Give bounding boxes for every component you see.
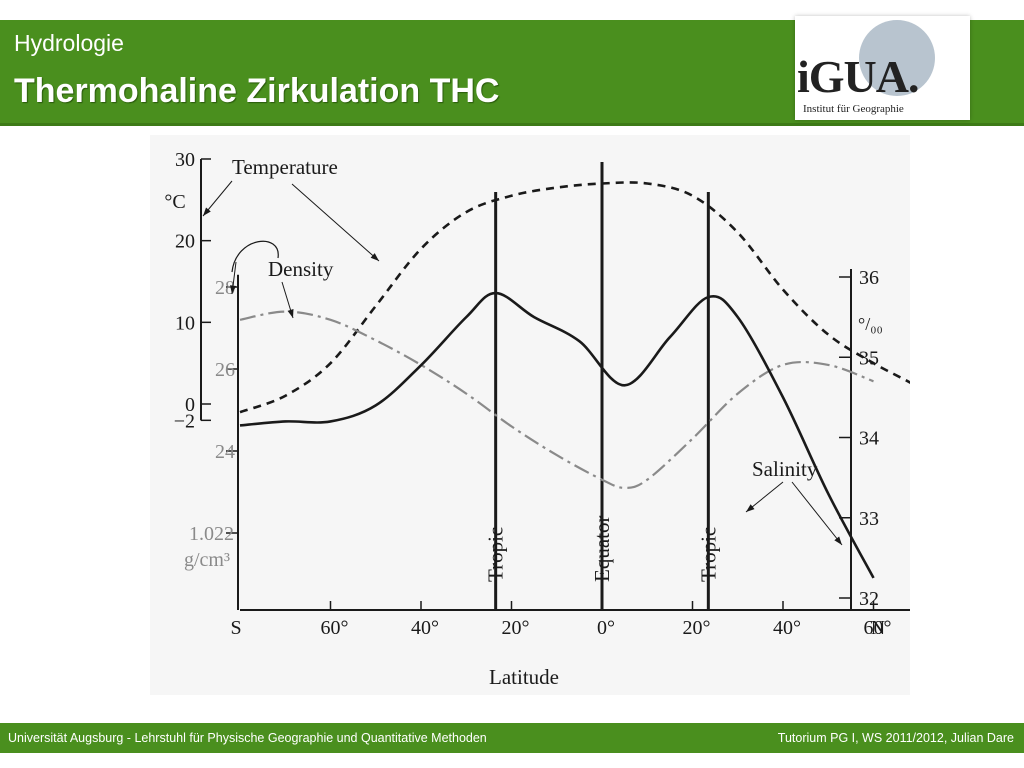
- x-tick-label: 20°: [683, 617, 711, 639]
- header-bar: Hydrologie Thermohaline Zirkulation THC …: [0, 16, 1024, 126]
- thc-chart: S60°40°20°0°20°40°60°80°NLatitude3020100…: [164, 149, 982, 689]
- temperature-unit-label: °C: [164, 191, 185, 213]
- annotation-density: Density: [268, 257, 334, 281]
- x-tick-label: 0°: [597, 617, 615, 639]
- temperature-tick-label: 10: [175, 312, 195, 334]
- temperature-tick-label: 20: [175, 231, 195, 253]
- logo-tagline: Institut für Geographie: [803, 103, 904, 115]
- temperature-tick-label: 30: [175, 149, 195, 171]
- x-tick-label: 60°: [864, 617, 892, 639]
- annotation-temperature: Temperature: [232, 155, 338, 179]
- x-tick-label: 40°: [773, 617, 801, 639]
- series-density-line: [239, 310, 874, 490]
- salinity-tick-label: 35: [859, 347, 879, 369]
- density-tick-label: 24: [215, 441, 235, 463]
- series-temperature-line: [239, 181, 943, 414]
- annotation-temperature-arrow-head: [370, 253, 379, 261]
- reference-lines: Tropic Equator Tropic: [484, 162, 720, 610]
- reference-line-label: Tropic: [696, 527, 720, 582]
- x-tick-label: S: [230, 617, 241, 639]
- series-salinity-line: [239, 291, 875, 579]
- page-subtitle: Hydrologie: [14, 30, 124, 56]
- salinity-tick-label: 36: [859, 267, 879, 289]
- annotation-salinity: Salinity: [752, 457, 818, 481]
- axes-layer: S60°40°20°0°20°40°60°80°NLatitude3020100…: [164, 149, 982, 689]
- x-tick-label: 20°: [502, 617, 530, 639]
- x-tick-label: 60°: [321, 617, 349, 639]
- density-tick-label: 28: [215, 277, 235, 299]
- page-title: Thermohaline Zirkulation THC: [14, 72, 500, 110]
- annotation-density-arrow-head: [229, 285, 237, 294]
- footer-course: Tutorium PG I, WS 2011/2012, Julian Dare: [777, 731, 1014, 745]
- annotation-salinity-arrow-head: [746, 504, 755, 512]
- logo-circle-icon: [859, 20, 935, 96]
- footer-bar: Universität Augsburg - Lehrstuhl für Phy…: [0, 723, 1024, 753]
- salinity-tick-label: 34: [859, 428, 879, 450]
- logo-brand: iGUA.: [797, 51, 919, 102]
- igua-logo: iGUA. Institut für Geographie: [795, 16, 970, 120]
- salinity-unit-label: °/₀₀: [858, 314, 883, 334]
- density-tick-label: 26: [215, 359, 235, 381]
- salinity-tick-label: 32: [859, 588, 879, 610]
- annotation-temperature-arrow: [291, 183, 380, 262]
- x-tick-label: 40°: [411, 617, 439, 639]
- footer-institution: Universität Augsburg - Lehrstuhl für Phy…: [8, 731, 487, 745]
- series-layer: [239, 181, 943, 579]
- annotation-density-arrow-head: [287, 309, 294, 318]
- reference-line-label: Equator: [590, 516, 614, 582]
- x-axis-label: Latitude: [489, 665, 559, 689]
- chart-area: S60°40°20°0°20°40°60°80°NLatitude3020100…: [150, 135, 982, 695]
- density-unit-label: 1.022: [189, 523, 234, 545]
- salinity-tick-label: 33: [859, 508, 879, 530]
- temperature-tick-label: 0: [185, 394, 195, 416]
- density-unit-label: g/cm³: [184, 549, 230, 571]
- label-layer: Temperature Density Salinity: [202, 155, 843, 546]
- annotation-density-curve: [231, 240, 279, 273]
- temperature-tick-label: −2: [174, 410, 195, 432]
- annotation-temperature-arrow-head: [203, 207, 211, 216]
- x-tick-label: N: [871, 617, 885, 639]
- reference-line-label: Tropic: [484, 527, 508, 582]
- annotation-salinity-arrow: [791, 481, 843, 546]
- annotation-salinity-arrow-head: [834, 536, 842, 545]
